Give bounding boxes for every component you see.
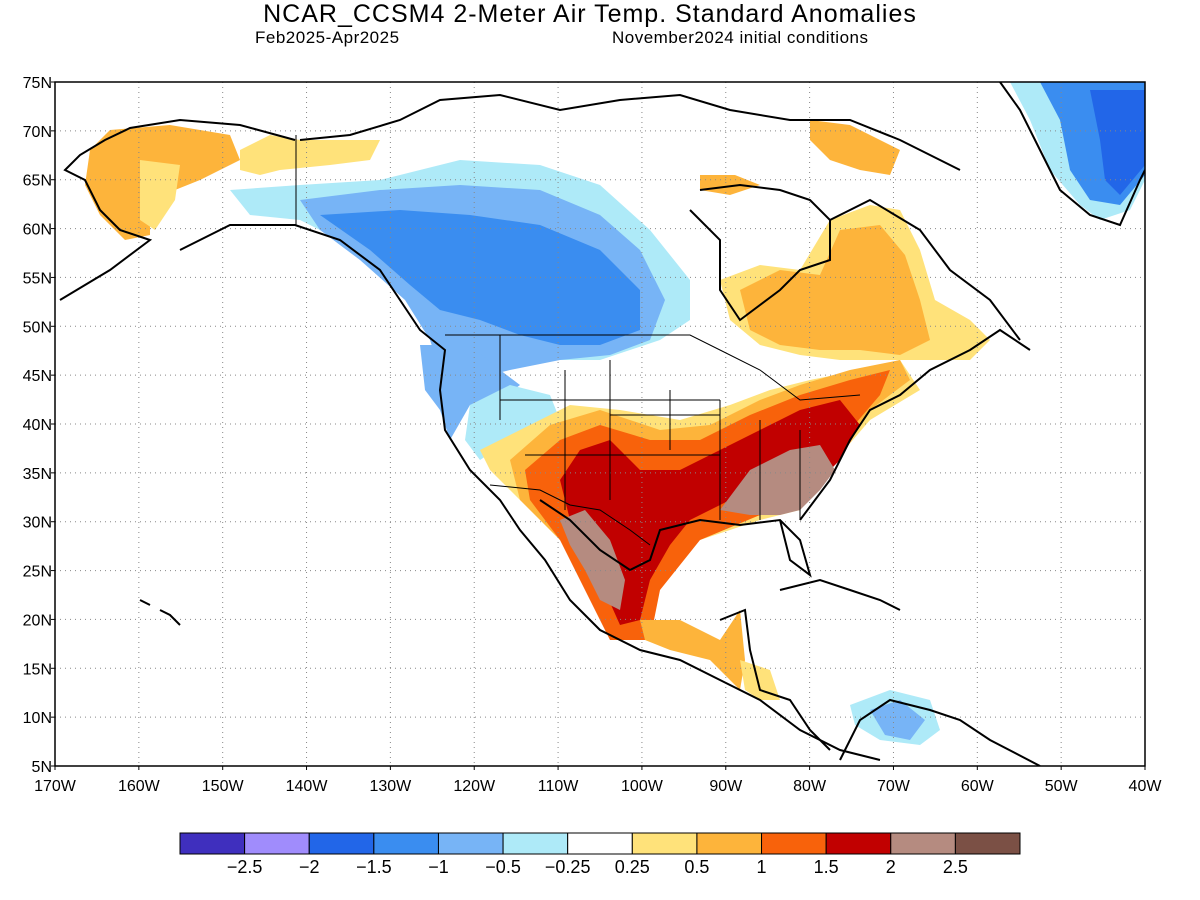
alaska-light-warm-region (240, 135, 380, 175)
colorbar-label: 1 (757, 857, 767, 877)
labrador-coastline (829, 198, 1021, 341)
atlantic-coastline (799, 328, 1031, 521)
hudson-bay-coastline (689, 183, 831, 322)
coastlines (59, 82, 1145, 766)
lat-label: 20N (23, 612, 52, 629)
lon-label: 90W (709, 778, 743, 795)
political-borders (295, 135, 861, 546)
hawaii-islands (139, 599, 181, 626)
greenland-stronger-cold-region (1090, 90, 1145, 195)
lon-label: 130W (369, 778, 412, 795)
us-mexico-border (489, 484, 651, 546)
lat-label: 70N (23, 124, 52, 141)
lon-label: 40W (1129, 778, 1163, 795)
lat-label: 50N (23, 319, 52, 336)
colorbar-swatch (437, 832, 504, 855)
central-america-coastline (719, 608, 831, 751)
initial-conditions: November2024 initial conditions (612, 28, 869, 47)
colorbar-label: 0.5 (684, 857, 709, 877)
baffin-warm-region (810, 120, 900, 175)
lon-label: 80W (793, 778, 827, 795)
colorbar-label: −1 (428, 857, 449, 877)
colorbar-label: −0.5 (485, 857, 521, 877)
lon-label: 60W (961, 778, 995, 795)
colorbar-labels: −2.5 −2 −1.5 −1 −0.5 −0.25 0.25 0.5 1 1.5 2 2.5 (227, 857, 968, 877)
alaska-coastline (59, 118, 296, 301)
lon-label: 70W (877, 778, 911, 795)
central-america-light-warm (740, 660, 780, 700)
lat-label: 15N (23, 661, 52, 678)
lon-label: 160W (118, 778, 161, 795)
colorbar-swatch (373, 832, 439, 855)
colorbar (179, 832, 1021, 855)
alaska-light-warm-region-2 (140, 160, 180, 230)
colorbar-label: −0.25 (545, 857, 591, 877)
caribbean-islands (779, 578, 901, 611)
caribbean-strong-cold-region (870, 700, 925, 740)
lat-label: 65N (23, 173, 52, 190)
colorbar-swatch (567, 832, 633, 855)
nw-us-light-cold (465, 385, 560, 460)
anomaly-fields (85, 82, 1145, 745)
colorbar-swatch (761, 832, 827, 855)
pnw-cold-region (420, 345, 520, 440)
colorbar-swatch (954, 832, 1021, 855)
greenland-coastline (999, 82, 1145, 227)
colorbar-label: 2 (886, 857, 896, 877)
colorbar-label: −1.5 (356, 857, 392, 877)
lon-label: 170W (34, 778, 77, 795)
forecast-period: Feb2025-Apr2025 (255, 28, 400, 47)
colorbar-label: 1.5 (814, 857, 839, 877)
gulf-coastline (539, 499, 812, 578)
colorbar-label: 2.5 (943, 857, 968, 877)
colorbar-swatch (631, 832, 698, 855)
colorbar-swatch (179, 832, 246, 855)
colorbar-label: −2 (299, 857, 320, 877)
mexico-warm-region (640, 610, 745, 690)
lon-label: 140W (286, 778, 329, 795)
us-state-lines (499, 335, 801, 520)
longitude-labels: 170W 160W 150W 140W 130W 120W 110W 100W 90W 80W 70… (34, 766, 1162, 795)
lon-label: 50W (1045, 778, 1079, 795)
lon-label: 150W (202, 778, 245, 795)
hudson-warm-patch (700, 175, 760, 195)
lon-label: 100W (621, 778, 664, 795)
lat-label: 5N (32, 759, 52, 776)
mexico-hottest-region (560, 510, 625, 610)
lat-label: 75N (23, 75, 52, 92)
lat-label: 25N (23, 564, 52, 581)
map-title: NCAR_CCSM4 2-Meter Air Temp. Standard An… (263, 0, 917, 28)
lon-label: 120W (453, 778, 496, 795)
lat-label: 55N (23, 270, 52, 287)
arctic-coastline (299, 93, 961, 171)
lon-label: 110W (538, 778, 580, 795)
pacific-coastline (179, 224, 881, 761)
colorbar-swatch (308, 832, 375, 855)
south-america-coastline (839, 698, 1041, 766)
us-canada-border (445, 334, 861, 401)
colorbar-swatch (696, 832, 763, 855)
map-gridlines (55, 82, 1145, 766)
lat-label: 40N (23, 417, 52, 434)
quebec-medium-warm-region (740, 225, 930, 355)
lat-label: 45N (23, 368, 52, 385)
colorbar-label: −2.5 (227, 857, 263, 877)
se-us-hottest-region (720, 445, 835, 515)
lat-label: 60N (23, 222, 52, 239)
colorbar-swatch (244, 832, 310, 855)
lat-label: 30N (23, 515, 52, 532)
colorbar-swatch (502, 832, 569, 855)
lat-label: 35N (23, 466, 52, 483)
colorbar-swatch (825, 832, 892, 855)
colorbar-label: 0.25 (615, 857, 650, 877)
latitude-labels: 75N 70N 65N 60N 55N 50N 45N 40N 35N 30N 25N 20N 15N 1… (23, 75, 55, 776)
lat-label: 10N (23, 710, 52, 727)
colorbar-swatch (890, 832, 956, 855)
